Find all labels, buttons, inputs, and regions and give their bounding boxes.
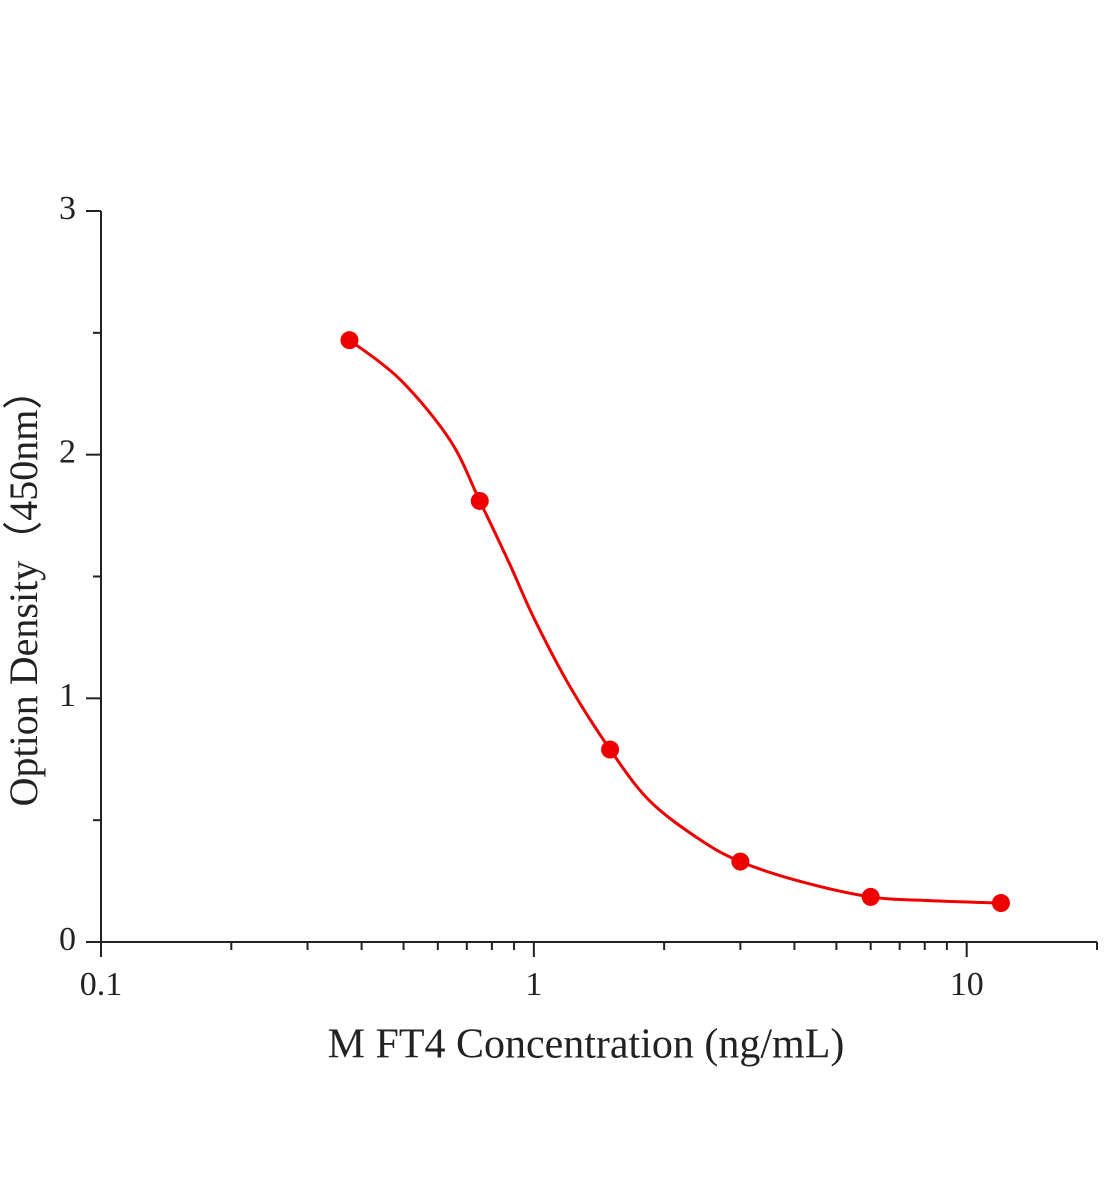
y-tick-label: 3 — [59, 190, 76, 227]
y-axis-title: Option Density（450nm） — [1, 370, 46, 807]
data-point — [991, 894, 1010, 913]
data-point — [731, 852, 750, 871]
data-point — [861, 887, 880, 906]
x-tick-label: 10 — [950, 966, 984, 1003]
x-tick-label: 0.1 — [80, 966, 123, 1003]
y-tick-label: 2 — [59, 433, 76, 470]
y-tick-label: 0 — [59, 921, 76, 958]
x-tick-label: 1 — [525, 966, 542, 1003]
data-point — [470, 491, 489, 510]
y-tick-label: 1 — [59, 677, 76, 714]
data-point — [340, 331, 359, 350]
x-axis-title: M FT4 Concentration (ng/mL) — [328, 1022, 845, 1068]
data-point — [601, 740, 620, 759]
fit-curve — [348, 338, 1002, 905]
